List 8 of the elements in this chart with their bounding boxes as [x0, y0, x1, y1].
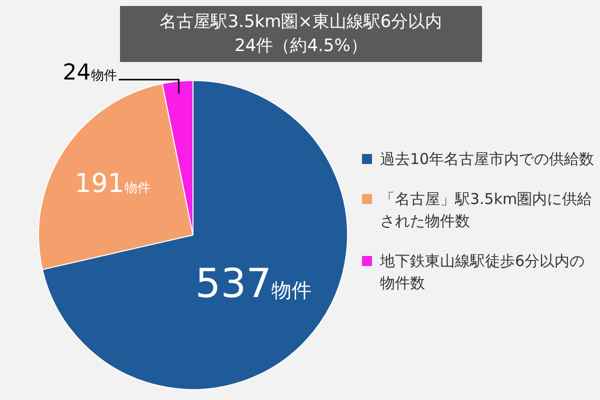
data-label: 537物件: [195, 261, 312, 308]
chart-subtitle: 24件（約4.5%）: [234, 35, 368, 58]
legend-label: 過去10年名古屋市内での供給数: [380, 149, 594, 170]
data-label: 24物件: [62, 60, 117, 86]
chart-title: 名古屋駅3.5km圏×東山線駅6分以内: [158, 11, 444, 34]
data-label: 191物件: [74, 169, 150, 200]
legend-label: 地下鉄東山線駅徒歩6分以内の物件数: [380, 251, 586, 294]
legend-label: 「名古屋」駅3.5km圏内に供給された物件数: [380, 189, 594, 232]
